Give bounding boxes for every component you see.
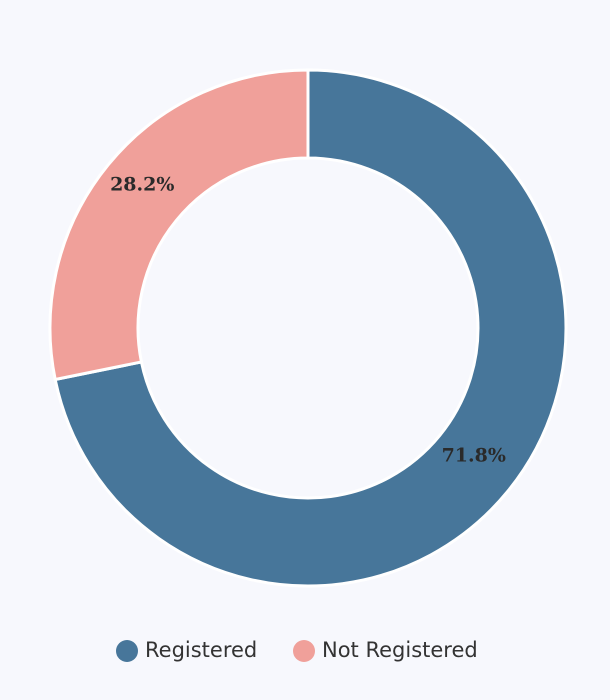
data-label: 28.2% [110,174,174,196]
legend-label[interactable]: Registered [145,638,257,662]
legend-marker[interactable] [116,640,138,662]
donut-segment [48,68,310,382]
data-label: 71.8% [442,444,506,466]
legend-label[interactable]: Not Registered [322,638,478,662]
legend-marker[interactable] [293,640,315,662]
donut-segment [53,68,568,588]
